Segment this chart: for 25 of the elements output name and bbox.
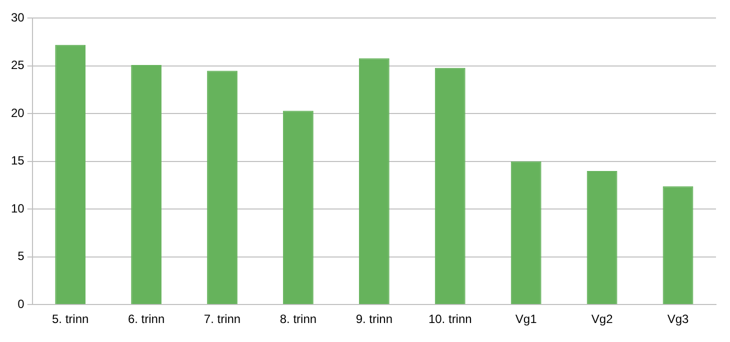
bar	[434, 68, 466, 304]
bar	[55, 44, 86, 304]
bar	[207, 70, 238, 304]
y-tick-label: 5	[18, 249, 25, 264]
y-tick-label: 30	[10, 10, 25, 25]
x-tick-label: Vg2	[591, 312, 614, 326]
bar	[131, 64, 162, 304]
bar	[662, 186, 694, 304]
x-tick-label: 9. trinn	[356, 312, 393, 326]
x-tick-label: 8. trinn	[280, 312, 317, 326]
x-tick-label: Vg1	[515, 312, 538, 326]
y-tick-label: 25	[10, 58, 25, 72]
x-tick-label: 7. trinn	[204, 312, 241, 326]
bar	[510, 161, 542, 304]
bar	[283, 110, 314, 304]
x-tick-label: Vg3	[667, 312, 690, 326]
x-tick-label: 5. trinn	[52, 312, 89, 326]
y-tick-label: 20	[10, 106, 25, 120]
x-tick-label: 10. trinn	[428, 312, 472, 326]
y-tick-label: 10	[10, 201, 25, 216]
bar	[358, 58, 390, 304]
bar	[586, 170, 618, 304]
y-tick-label: 0	[18, 296, 25, 311]
y-tick-label: 15	[10, 154, 25, 168]
x-tick-label: 6. trinn	[128, 312, 165, 326]
